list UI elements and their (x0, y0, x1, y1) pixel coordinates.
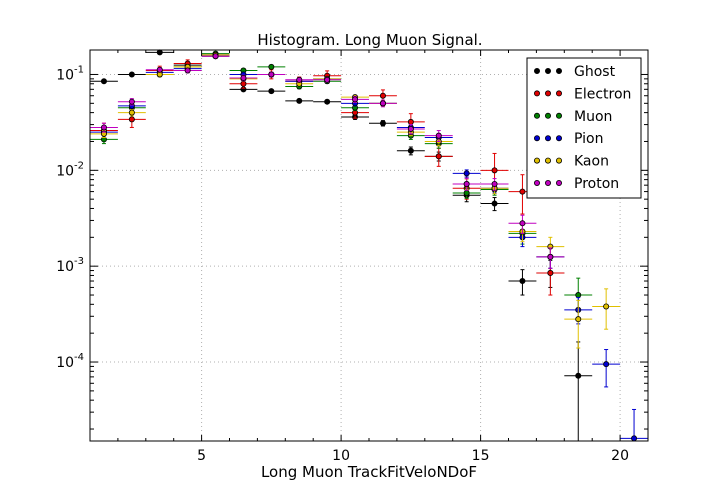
legend-item-kaon: Kaon (534, 154, 609, 170)
data-point (240, 80, 247, 87)
legend-marker (556, 112, 563, 119)
data-point (435, 132, 442, 139)
legend-item-ghost: Ghost (534, 64, 616, 80)
legend-item-pion: Pion (534, 131, 603, 147)
data-point (128, 98, 135, 105)
data-point (212, 53, 219, 60)
x-tick-label: 20 (611, 448, 629, 464)
data-point (407, 118, 414, 125)
data-point (156, 66, 163, 73)
legend-marker (545, 157, 552, 164)
legend-item-proton: Proton (534, 176, 619, 192)
data-point (463, 189, 470, 196)
data-point (491, 167, 498, 174)
data-point (519, 220, 526, 227)
data-point (463, 180, 470, 187)
data-point (407, 125, 414, 132)
series-proton (90, 53, 565, 269)
data-point (296, 76, 303, 83)
legend-marker (545, 135, 552, 142)
data-point (519, 188, 526, 195)
data-point (463, 170, 470, 177)
data-point (268, 63, 275, 70)
data-point (379, 120, 386, 127)
data-point (352, 96, 359, 103)
legend-marker (534, 90, 541, 97)
legend-marker (556, 68, 563, 75)
data-point (128, 109, 135, 116)
data-point (296, 97, 303, 104)
data-point (268, 88, 275, 95)
y-tick-label: 10-1 (56, 64, 84, 83)
legend-marker (545, 68, 552, 75)
legend-marker (545, 90, 552, 97)
legend: Ghost Electron Muon Pion Kaon Proton (526, 57, 642, 199)
x-tick-label: 15 (472, 448, 490, 464)
data-point (268, 71, 275, 78)
data-point (519, 278, 526, 285)
data-point (379, 100, 386, 107)
legend-marker (556, 179, 563, 186)
data-point (575, 372, 582, 379)
data-point (324, 76, 331, 83)
legend-item-electron: Electron (534, 86, 631, 102)
x-tick-label: 5 (197, 448, 206, 464)
data-point (575, 316, 582, 323)
legend-marker (534, 157, 541, 164)
data-point (240, 74, 247, 81)
legend-label: Muon (574, 109, 612, 125)
y-tick-label: 10-2 (56, 160, 84, 179)
x-tick-label: 10 (332, 448, 350, 464)
data-point (184, 67, 191, 74)
data-point (547, 253, 554, 260)
data-point (156, 49, 163, 56)
data-point (379, 92, 386, 99)
data-point (631, 435, 638, 442)
legend-marker (556, 157, 563, 164)
data-series (90, 49, 648, 442)
legend-marker (534, 68, 541, 75)
legend-marker (545, 112, 552, 119)
data-point (128, 116, 135, 123)
data-point (603, 303, 610, 310)
data-point (324, 98, 331, 105)
data-point (100, 78, 107, 85)
legend-label: Ghost (574, 64, 616, 80)
legend-label: Proton (574, 176, 619, 192)
axis-ticks: 5 10 15 20 10-4 10-3 10-2 10-1 (56, 50, 649, 464)
data-point (407, 147, 414, 154)
legend-label: Electron (574, 86, 631, 102)
x-axis-label: Long Muon TrackFitVeloNDoF (261, 463, 477, 481)
legend-marker (556, 90, 563, 97)
y-tick-label: 10-3 (56, 256, 84, 275)
legend-label: Pion (574, 131, 603, 147)
legend-marker (534, 179, 541, 186)
data-point (100, 124, 107, 131)
data-point (435, 153, 442, 160)
legend-marker (534, 135, 541, 142)
data-point (547, 269, 554, 276)
legend-box (526, 57, 642, 199)
legend-item-muon: Muon (534, 109, 612, 125)
y-tick-label: 10-4 (56, 352, 84, 371)
legend-marker (545, 179, 552, 186)
data-point (575, 292, 582, 299)
data-point (603, 361, 610, 368)
legend-label: Kaon (574, 154, 609, 170)
legend-marker (556, 135, 563, 142)
data-point (491, 180, 498, 187)
chart-title: Histogram. Long Muon Signal. (257, 31, 482, 49)
legend-marker (534, 112, 541, 119)
data-point (491, 200, 498, 207)
data-point (128, 71, 135, 78)
